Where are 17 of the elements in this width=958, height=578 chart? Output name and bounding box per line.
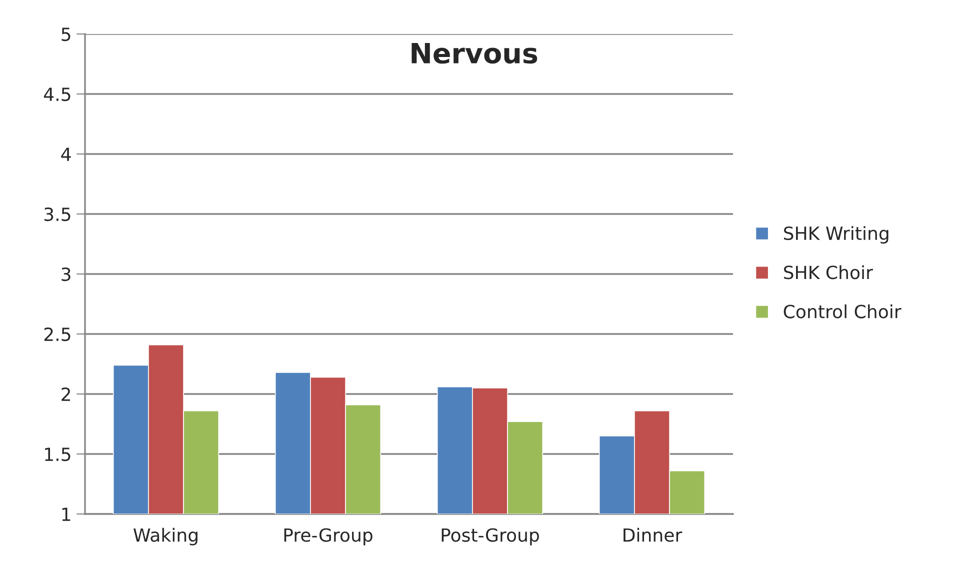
y-tick-label: 2.5 [44,327,70,342]
legend-label: Control Choir [784,304,902,318]
x-tick-label: Dinner [624,528,682,542]
x-tick-label: Post-Group [442,528,539,546]
y-tick-label: 4 [61,148,71,161]
legend-label: SHK Choir [784,265,873,280]
x-tick-label: Waking [134,528,198,546]
y-tick-label: 2 [62,387,70,401]
y-tick-label: 1.5 [45,448,70,462]
x-tick-label: Pre-Group [284,528,372,546]
y-tick-label: 1 [62,508,70,521]
legend-label: SHK Writing [784,226,888,244]
y-tick-label: 3 [62,267,70,282]
y-tick-label: 5 [62,28,70,42]
chart-title: Nervous [412,43,538,64]
y-tick-label: 3.5 [44,207,70,222]
y-tick-label: 4.5 [44,88,70,102]
